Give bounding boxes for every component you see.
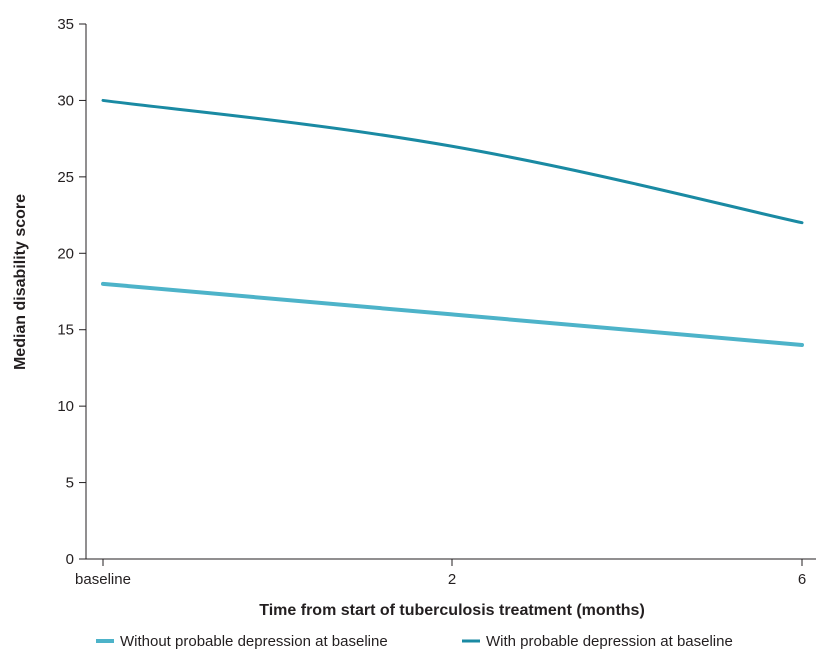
x-tick-label: 2: [448, 571, 456, 588]
y-tick-label: 5: [66, 475, 74, 492]
series-line-with-depression: [101, 98, 804, 225]
legend: Without probable depression at baseline W…: [96, 633, 733, 650]
x-axis-title: Time from start of tuberculosis treatmen…: [259, 602, 645, 619]
axes: 0 5 10 15 20 25 30 35 baseline 2 6: [57, 16, 816, 588]
y-tick-label: 25: [57, 169, 74, 186]
y-tick-label: 15: [57, 322, 74, 339]
y-tick-label: 0: [66, 551, 74, 568]
y-tick-label: 35: [57, 16, 74, 33]
y-tick-label: 10: [57, 398, 74, 415]
series-lines: [101, 98, 804, 347]
series-line-without-depression: [101, 281, 804, 347]
legend-label: With probable depression at baseline: [486, 633, 733, 650]
x-tick-label: 6: [798, 571, 806, 588]
y-tick-label: 20: [57, 245, 74, 262]
x-tick-label: baseline: [75, 571, 131, 588]
legend-label: Without probable depression at baseline: [120, 633, 388, 650]
y-axis-title: Median disability score: [12, 194, 29, 370]
y-tick-label: 30: [57, 92, 74, 109]
